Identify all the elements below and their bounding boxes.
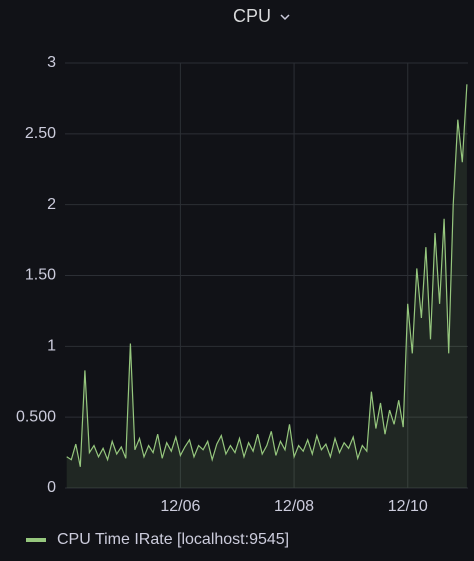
y-tick-label: 0.500 [16,408,56,425]
series-line [66,84,468,467]
y-tick-label: 1.50 [25,267,56,284]
series-area [66,84,467,489]
x-tick-label: 12/06 [160,498,200,515]
title-menu-chevron[interactable] [280,14,290,21]
legend-label[interactable]: CPU Time IRate [localhost:9545] [57,531,289,548]
y-tick-label: 2.50 [25,125,56,142]
y-tick-label: 2 [47,196,56,213]
x-tick-label: 12/10 [388,498,428,515]
y-tick-label: 1 [47,338,56,355]
x-tick-label: 12/08 [274,498,314,515]
chart-title: CPU [233,6,271,26]
y-tick-label: 3 [47,54,56,71]
y-tick-label: 0 [47,479,56,496]
legend-swatch [26,538,46,542]
